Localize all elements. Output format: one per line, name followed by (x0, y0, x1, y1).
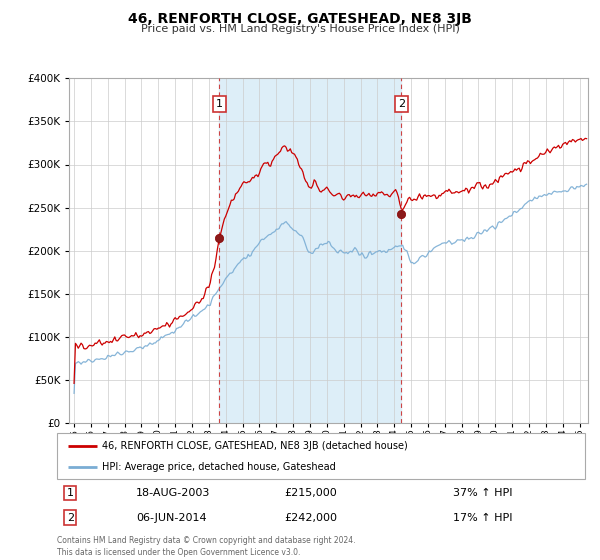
Text: 2: 2 (398, 99, 405, 109)
Text: 37% ↑ HPI: 37% ↑ HPI (453, 488, 512, 498)
Text: 18-AUG-2003: 18-AUG-2003 (136, 488, 211, 498)
Bar (220, 78, 401, 423)
Text: 1: 1 (67, 488, 74, 498)
Text: HPI: Average price, detached house, Gateshead: HPI: Average price, detached house, Gate… (102, 463, 335, 472)
Text: £215,000: £215,000 (284, 488, 337, 498)
Text: 46, RENFORTH CLOSE, GATESHEAD, NE8 3JB (detached house): 46, RENFORTH CLOSE, GATESHEAD, NE8 3JB (… (102, 441, 407, 451)
Text: Price paid vs. HM Land Registry's House Price Index (HPI): Price paid vs. HM Land Registry's House … (140, 24, 460, 34)
Text: 06-JUN-2014: 06-JUN-2014 (136, 513, 207, 523)
Text: £242,000: £242,000 (284, 513, 337, 523)
Text: 2: 2 (67, 513, 74, 523)
Text: 17% ↑ HPI: 17% ↑ HPI (453, 513, 512, 523)
Text: Contains HM Land Registry data © Crown copyright and database right 2024.
This d: Contains HM Land Registry data © Crown c… (57, 536, 355, 557)
Text: 46, RENFORTH CLOSE, GATESHEAD, NE8 3JB: 46, RENFORTH CLOSE, GATESHEAD, NE8 3JB (128, 12, 472, 26)
Text: 1: 1 (216, 99, 223, 109)
